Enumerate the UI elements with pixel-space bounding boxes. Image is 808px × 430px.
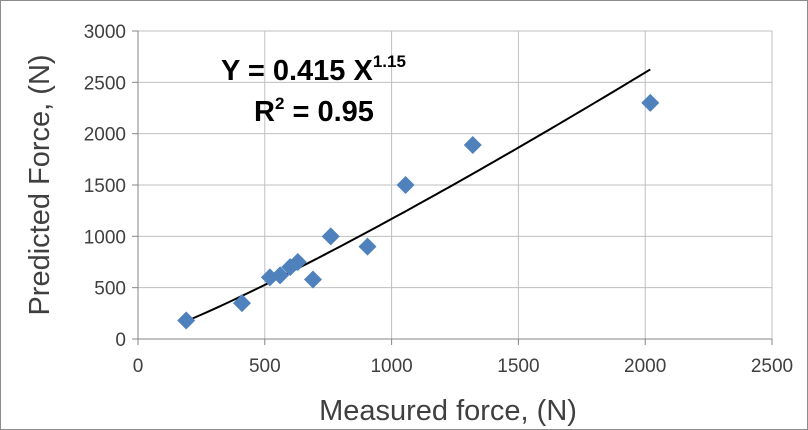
y-tick-label: 1500	[84, 176, 126, 197]
equation-exponent: 1.15	[373, 52, 406, 71]
r2-superscript: 2	[275, 94, 284, 113]
y-tick-label: 1000	[84, 227, 126, 248]
data-point	[463, 135, 482, 154]
x-tick-label: 2500	[751, 356, 793, 377]
y-tick-labels: 0 500 1000 1500 2000 2500 3000	[84, 22, 126, 351]
data-point	[641, 93, 660, 112]
data-point	[271, 266, 290, 285]
gridlines	[137, 30, 773, 340]
equation-annotation: Y = 0.415 X1.15	[221, 52, 406, 87]
x-axis-title: Measured force, (N)	[319, 395, 577, 427]
x-tick-label: 2000	[624, 356, 666, 377]
x-tick-labels: 0 500 1000 1500 2000 2500	[133, 356, 793, 377]
data-point	[358, 237, 377, 256]
data-point	[396, 176, 415, 194]
data-points	[177, 93, 660, 330]
x-tick-label: 1000	[370, 356, 412, 377]
y-tick-label: 2500	[84, 73, 126, 94]
data-point	[321, 227, 340, 246]
trendline	[185, 68, 651, 323]
equation-main: Y = 0.415 X	[221, 55, 373, 87]
x-tick-label: 1500	[497, 356, 539, 377]
x-tick-label: 0	[133, 356, 144, 377]
y-tick-label: 500	[94, 279, 126, 300]
y-tick-label: 3000	[84, 22, 126, 43]
y-axis-title: Predicted Force, (N)	[24, 54, 56, 315]
data-point	[177, 311, 196, 330]
r2-rest: = 0.95	[284, 96, 374, 128]
x-tick-label: 500	[249, 356, 281, 377]
y-tick-label: 2000	[84, 125, 126, 146]
axes	[132, 30, 773, 345]
y-tick-label: 0	[115, 330, 126, 351]
r-squared-annotation: R2 = 0.95	[254, 94, 374, 128]
r2-prefix: R	[254, 96, 275, 128]
data-point	[232, 294, 251, 313]
data-point	[303, 270, 322, 289]
data-point	[288, 253, 307, 271]
